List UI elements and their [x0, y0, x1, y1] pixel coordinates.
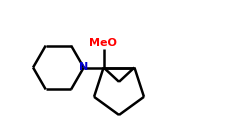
Text: MeO: MeO — [89, 38, 116, 48]
Text: N: N — [79, 63, 88, 72]
